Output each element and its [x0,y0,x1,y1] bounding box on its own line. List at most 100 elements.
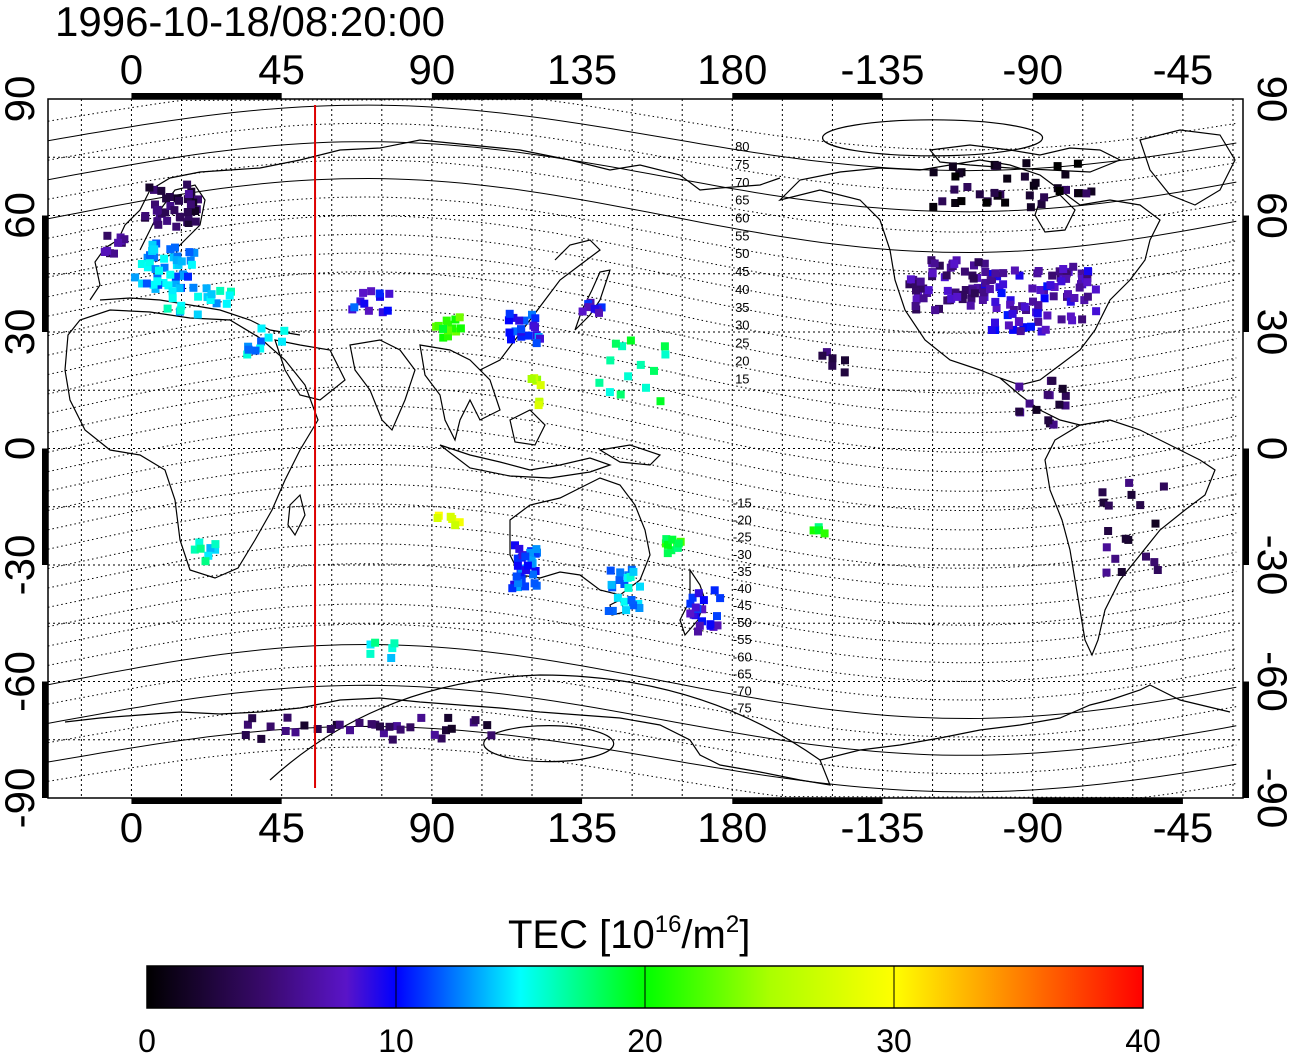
tec-cell [951,199,960,207]
tec-cell [256,344,265,353]
tec-cell [137,260,146,268]
tec-cell [184,212,193,221]
tec-cell [222,299,231,308]
tec-cluster-australia-west [508,541,541,593]
tec-cell [1075,283,1084,292]
left-lat-tick-label: -60 [0,651,43,712]
bottom-longitude-ticks: 0 45 90 135 180 -135 -90 -45 [120,804,1213,851]
tec-cell [713,612,721,621]
tec-cell [635,604,644,612]
tec-cell [606,566,615,575]
tec-cell [103,231,112,240]
tec-cell [911,302,920,310]
tec-cell [531,323,539,332]
tec-cell [1070,294,1079,302]
frame-tick-bar [42,681,48,798]
tec-cell [919,284,928,293]
tec-cell [257,734,266,743]
contour-label: 70 [735,175,749,190]
tec-cell [642,383,650,392]
tec-cell [1015,382,1024,391]
tec-cell [142,279,151,288]
contour-label: 20 [735,353,749,368]
tec-cell [455,518,464,527]
tec-cell [176,306,185,315]
mag-lat-contour [48,684,1237,756]
tec-cell [990,188,999,197]
tec-cell [505,309,514,318]
tec-cell [1028,284,1037,293]
tec-cell [636,582,644,591]
coast-china [479,239,601,371]
bottom-lon-tick-label: 0 [120,804,143,851]
contour-label: -35 [733,564,752,579]
tec-cell [963,183,972,191]
tec-cell [536,334,544,343]
tec-cell [815,526,823,535]
tec-cell [961,286,970,294]
tec-cell [1082,189,1091,198]
tec-cell [686,609,695,618]
mag-lat-contour [48,623,1237,701]
tec-cell [184,190,193,198]
contour-label: -40 [733,581,752,596]
tec-cell [604,607,613,615]
colorbar-label-end: ] [739,913,750,957]
tec-cell [1003,311,1012,320]
mag-lat-contour [48,177,1237,254]
tec-cell [1102,568,1111,577]
tec-cell [974,258,983,267]
tec-cell [120,235,129,244]
tec-cell [912,286,920,295]
tec-cell [366,649,375,658]
tec-cell [613,593,622,602]
tec-cell [523,561,532,570]
tec-cell [366,640,375,649]
tec-cell [451,315,460,324]
tec-cell [390,639,399,648]
map-plot-area: 80 75 70 65 60 55 50 45 40 35 30 25 20 15 -15 -20 -25 -30… [42,93,1249,804]
tec-cell [350,303,359,312]
tec-cell [616,568,625,577]
mag-lat-contour [48,643,1237,720]
right-lat-tick-label: -60 [1249,651,1292,712]
tec-cluster-china [432,313,465,342]
tec-cell [191,217,200,226]
tec-cell [950,259,959,268]
top-lon-tick-label: 135 [547,46,617,93]
tec-cell [387,654,396,662]
tec-cell [280,326,289,335]
tec-cell [183,180,192,189]
tec-cell [437,734,446,743]
tec-cell [207,290,216,299]
frame-tick-bar [1243,448,1249,565]
tec-cell [171,272,180,281]
tec-cell [168,294,177,303]
contour-label: -25 [733,530,752,545]
tec-cell [190,248,199,257]
tec-cell [206,296,215,304]
coast-se-asia [419,344,501,442]
tec-cell [1074,189,1083,198]
tec-cell [146,251,154,260]
tec-cell [1046,281,1055,290]
tec-cell [1073,159,1082,168]
tec-cell [168,287,177,296]
contour-label: -50 [733,615,752,630]
tec-cell [444,332,452,341]
tec-cell [456,324,465,333]
tec-cell [656,397,665,406]
tec-cell [1102,543,1111,552]
tec-cell [919,294,928,303]
tec-cell [999,269,1008,278]
tec-cell [446,512,455,521]
tec-cell [841,356,849,365]
tec-cluster-europe-south [163,284,235,319]
tec-cell [355,718,364,727]
tec-cell [183,208,192,216]
tec-cell [698,605,707,614]
tec-cell [521,582,530,591]
frame-tick-bar [131,798,282,804]
tec-cell [629,567,638,576]
